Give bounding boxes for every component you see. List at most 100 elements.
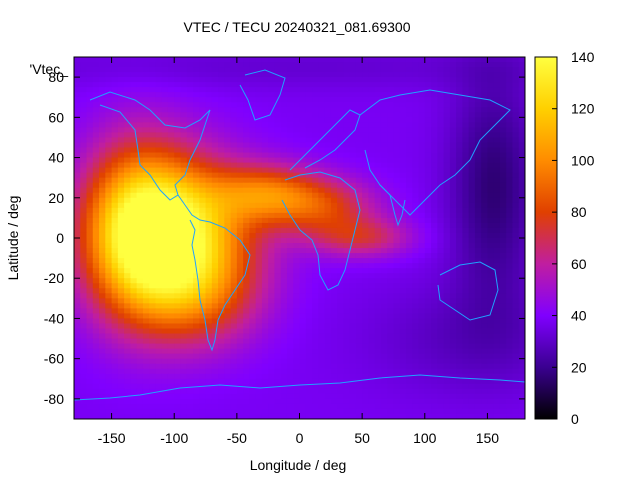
heatmap-cell: [318, 222, 326, 229]
heatmap-cell: [468, 102, 476, 108]
heatmap-cell: [86, 62, 94, 68]
heatmap-cell: [355, 107, 363, 113]
heatmap-cell: [124, 157, 131, 164]
heatmap-cell: [362, 333, 369, 340]
heatmap-cell: [92, 197, 100, 204]
heatmap-cell: [99, 393, 106, 400]
heatmap-cell: [343, 207, 351, 214]
heatmap-cell: [230, 353, 238, 360]
heatmap-cell: [261, 132, 269, 139]
heatmap-cell: [305, 212, 313, 219]
heatmap-cell: [230, 378, 238, 385]
heatmap-cell: [186, 238, 194, 244]
heatmap-cell: [193, 393, 200, 400]
heatmap-cell: [506, 383, 514, 390]
heatmap-cell: [261, 122, 269, 128]
heatmap-cell: [180, 182, 188, 189]
heatmap-cell: [268, 72, 276, 78]
heatmap-cell: [86, 207, 94, 214]
heatmap-cell: [230, 338, 238, 345]
heatmap-cell: [474, 393, 482, 400]
heatmap-cell: [117, 217, 125, 224]
heatmap-cell: [117, 268, 125, 274]
heatmap-cell: [230, 62, 238, 68]
heatmap-cell: [286, 112, 294, 118]
heatmap-cell: [368, 353, 376, 360]
heatmap-cell: [312, 107, 319, 113]
heatmap-cell: [412, 187, 420, 194]
heatmap-cell: [167, 348, 175, 355]
heatmap-cell: [355, 298, 363, 304]
heatmap-cell: [186, 67, 194, 73]
heatmap-cell: [230, 197, 238, 204]
heatmap-cell: [437, 97, 445, 103]
heatmap-cell: [324, 67, 332, 73]
heatmap-cell: [349, 122, 357, 128]
heatmap-cell: [512, 172, 520, 179]
heatmap-cell: [393, 192, 401, 199]
heatmap-cell: [268, 177, 276, 184]
heatmap-cell: [462, 207, 470, 214]
heatmap-cell: [249, 232, 257, 239]
heatmap-cell: [286, 152, 294, 159]
heatmap-cell: [481, 127, 489, 134]
heatmap-cell: [211, 328, 219, 335]
heatmap-cell: [280, 187, 288, 194]
heatmap-cell: [518, 182, 525, 189]
heatmap-cell: [405, 378, 413, 385]
heatmap-cell: [136, 167, 144, 174]
heatmap-cell: [199, 268, 207, 274]
heatmap-cell: [80, 212, 88, 219]
heatmap-cell: [243, 388, 250, 395]
heatmap-cell: [393, 383, 401, 390]
heatmap-cell: [255, 202, 263, 209]
heatmap-cell: [380, 393, 388, 400]
heatmap-cell: [199, 107, 207, 113]
heatmap-cell: [274, 288, 282, 294]
heatmap-cell: [474, 152, 482, 159]
heatmap-cell: [199, 333, 207, 340]
heatmap-cell: [343, 333, 351, 340]
heatmap-cell: [249, 388, 257, 395]
heatmap-cell: [280, 328, 288, 335]
heatmap-cell: [261, 217, 269, 224]
heatmap-cell: [299, 117, 307, 123]
heatmap-cell: [506, 232, 514, 239]
heatmap-cell: [387, 248, 395, 254]
heatmap-cell: [255, 258, 263, 264]
heatmap-cell: [243, 57, 250, 63]
heatmap-cell: [456, 388, 463, 395]
heatmap-cell: [299, 268, 307, 274]
heatmap-cell: [399, 72, 407, 78]
heatmap-cell: [117, 343, 125, 350]
heatmap-cell: [337, 358, 344, 365]
heatmap-cell: [374, 353, 382, 360]
heatmap-cell: [418, 112, 426, 118]
heatmap-cell: [518, 328, 525, 335]
heatmap-cell: [493, 232, 501, 239]
heatmap-cell: [130, 187, 138, 194]
heatmap-cell: [142, 278, 150, 284]
heatmap-cell: [236, 97, 244, 103]
heatmap-cell: [355, 303, 363, 309]
heatmap-cell: [337, 353, 344, 360]
heatmap-cell: [161, 142, 169, 149]
heatmap-cell: [255, 363, 263, 370]
heatmap-cell: [186, 388, 194, 395]
heatmap-cell: [362, 363, 369, 370]
heatmap-cell: [474, 338, 482, 345]
heatmap-cell: [506, 202, 514, 209]
heatmap-cell: [499, 92, 507, 98]
heatmap-cell: [324, 388, 332, 395]
heatmap-cell: [518, 238, 525, 244]
heatmap-cell: [117, 263, 125, 269]
heatmap-cell: [412, 182, 420, 189]
heatmap-cell: [443, 303, 451, 309]
heatmap-cell: [387, 147, 395, 154]
heatmap-cell: [368, 72, 376, 78]
heatmap-cell: [293, 343, 301, 350]
heatmap-cell: [299, 348, 307, 355]
heatmap-cell: [111, 132, 119, 139]
heatmap-cell: [255, 343, 263, 350]
heatmap-cell: [92, 62, 100, 68]
